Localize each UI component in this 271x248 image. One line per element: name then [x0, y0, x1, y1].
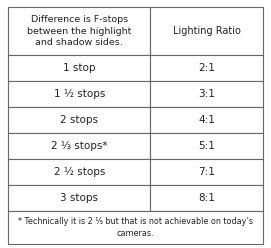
Text: 1 stop: 1 stop	[63, 62, 95, 73]
Text: 4:1: 4:1	[198, 115, 215, 125]
Bar	[8, 55, 150, 81]
Text: 1 ½ stops: 1 ½ stops	[54, 89, 105, 99]
Bar	[8, 81, 150, 107]
Text: 2 ⅓ stops*: 2 ⅓ stops*	[51, 141, 108, 151]
Bar	[8, 211, 263, 244]
Bar	[150, 133, 263, 159]
Text: * Technically it is 2 ⅕ but that is not achievable on today’s
cameras.: * Technically it is 2 ⅕ but that is not …	[18, 217, 253, 238]
Text: 2 stops: 2 stops	[60, 115, 98, 125]
Bar	[150, 107, 263, 133]
Text: 5:1: 5:1	[198, 141, 215, 151]
Text: Lighting Ratio: Lighting Ratio	[173, 26, 241, 36]
Bar	[150, 81, 263, 107]
Text: 8:1: 8:1	[198, 193, 215, 203]
Text: Difference is F-stops
between the highlight
and shadow sides.: Difference is F-stops between the highli…	[27, 15, 131, 47]
Bar	[8, 159, 150, 185]
Bar	[150, 159, 263, 185]
Bar	[150, 7, 263, 55]
Text: 2 ½ stops: 2 ½ stops	[54, 167, 105, 177]
Bar	[8, 7, 150, 55]
Text: 2:1: 2:1	[198, 62, 215, 73]
Bar	[8, 133, 150, 159]
Text: 3:1: 3:1	[198, 89, 215, 99]
Bar	[8, 107, 150, 133]
Text: 3 stops: 3 stops	[60, 193, 98, 203]
Bar	[8, 185, 150, 211]
Bar	[150, 55, 263, 81]
Bar	[150, 185, 263, 211]
Text: 7:1: 7:1	[198, 167, 215, 177]
